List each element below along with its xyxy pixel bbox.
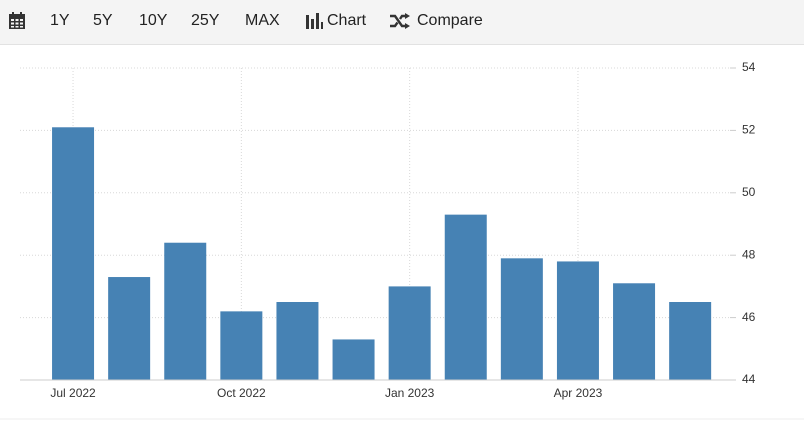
range-button[interactable]: 25Y <box>191 12 220 29</box>
bar <box>444 214 487 380</box>
range-button[interactable]: 1Y <box>50 12 70 29</box>
x-tick-label: Oct 2022 <box>217 386 266 400</box>
toolbar: 1Y 5Y 10Y 25Y MAX Chart Compare <box>0 0 804 45</box>
x-tick-label: Apr 2023 <box>554 386 603 400</box>
compare-button[interactable]: Compare <box>417 12 483 29</box>
bar <box>613 283 656 380</box>
y-tick-label: 50 <box>742 185 756 199</box>
compare-icon[interactable] <box>390 13 410 29</box>
bar <box>276 302 319 380</box>
x-tick-label: Jul 2022 <box>50 386 96 400</box>
y-tick-label: 54 <box>742 60 756 74</box>
chart-icon[interactable] <box>306 13 323 29</box>
x-tick-label: Jan 2023 <box>385 386 435 400</box>
range-button[interactable]: MAX <box>245 12 280 29</box>
chart-button[interactable]: Chart <box>327 12 367 29</box>
bar <box>556 261 599 380</box>
bar <box>669 302 712 380</box>
chart: 44 46 48 50 52 54 Jul 2022 Oct 2022 Jan 2023 Apr … <box>0 60 804 420</box>
range-button[interactable]: 5Y <box>93 12 113 29</box>
bar <box>500 258 543 380</box>
bar <box>332 339 375 380</box>
y-tick-label: 44 <box>742 372 756 386</box>
range-button[interactable]: 10Y <box>139 12 168 29</box>
bar <box>52 127 95 380</box>
y-tick-label: 46 <box>742 310 756 324</box>
y-tick-label: 48 <box>742 247 756 261</box>
y-tick-label: 52 <box>742 123 756 137</box>
bar <box>164 242 207 380</box>
calendar-icon[interactable] <box>9 12 25 29</box>
bar <box>108 277 151 380</box>
bar <box>220 311 263 380</box>
bar <box>388 286 431 380</box>
